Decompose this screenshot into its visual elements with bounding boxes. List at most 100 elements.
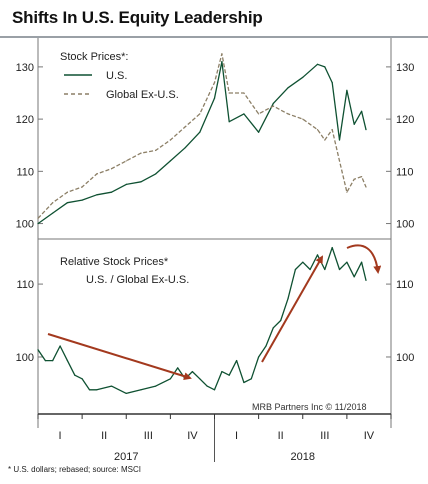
data-point (52, 202, 54, 204)
title-rule (0, 36, 428, 38)
data-point (324, 268, 326, 271)
data-point (125, 160, 127, 162)
data-point (228, 92, 230, 94)
data-point (140, 181, 142, 183)
data-point (258, 131, 260, 133)
relative-price-line (37, 246, 367, 395)
data-point (361, 176, 363, 178)
y-tick-label-left: 110 (16, 166, 34, 178)
data-point (184, 147, 186, 149)
data-point (37, 217, 39, 219)
data-point (110, 191, 113, 193)
data-point (272, 102, 274, 104)
data-point (338, 160, 341, 162)
top-panel-labels: Stock Prices*: U.S. Global Ex-U.S. (60, 51, 179, 101)
data-point (346, 261, 348, 263)
y-tick-label-right: 120 (396, 114, 414, 126)
data-point (221, 371, 223, 373)
data-point (155, 149, 157, 151)
x-year-label: 2018 (291, 451, 315, 462)
data-point (52, 360, 54, 362)
data-point (213, 389, 216, 391)
data-point (353, 178, 355, 180)
x-year-label: 2017 (114, 451, 138, 462)
data-point (177, 367, 179, 369)
data-point (272, 105, 274, 107)
data-point (52, 212, 54, 214)
data-point (302, 76, 304, 78)
x-quarter-label: III (320, 430, 329, 442)
data-point (37, 349, 39, 351)
data-point (199, 378, 201, 380)
data-point (228, 374, 230, 376)
data-point (155, 385, 157, 387)
top-panel-label: Stock Prices*: (60, 51, 128, 63)
y-tick-label-right: 110 (396, 166, 414, 178)
data-point (272, 327, 274, 329)
downtrend-arrow (47, 333, 192, 381)
data-point (81, 378, 83, 380)
bottom-panel-label: Relative Stock Prices* (60, 256, 169, 268)
data-point (81, 186, 83, 188)
chart: Stock Prices*: U.S. Global Ex-U.S. Relat… (16, 38, 414, 462)
data-point (169, 160, 171, 162)
data-point (280, 319, 282, 322)
data-point (316, 63, 319, 65)
y-tick-label-left: 110 (16, 279, 34, 291)
data-point (338, 139, 341, 141)
data-point (206, 385, 208, 387)
chart-title: Shifts In U.S. Equity Leadership (12, 8, 263, 27)
data-point (221, 61, 223, 63)
data-point (243, 381, 245, 384)
data-point (66, 360, 68, 362)
data-point (221, 53, 223, 55)
data-point (169, 139, 171, 141)
data-point (184, 126, 186, 128)
data-point (316, 129, 319, 131)
data-point (199, 113, 201, 115)
data-point (213, 97, 216, 99)
footnote: * U.S. dollars; rebased; source: MSCI (8, 465, 141, 474)
data-point (294, 268, 296, 271)
data-point (258, 356, 260, 358)
data-point (236, 360, 238, 362)
global-price-line (37, 53, 367, 219)
legend-global-label: Global Ex-U.S. (106, 89, 179, 101)
x-quarter-label: IV (187, 430, 198, 442)
data-point (331, 247, 333, 249)
data-point (199, 131, 201, 133)
data-point (346, 89, 348, 91)
x-quarter-label: IV (364, 430, 375, 442)
data-point (309, 268, 311, 271)
data-point (365, 279, 367, 281)
data-point (96, 389, 98, 391)
data-point (88, 389, 91, 391)
y-tick-label-left: 120 (16, 114, 34, 126)
data-point (66, 191, 68, 193)
data-point (96, 194, 98, 196)
data-point (353, 276, 355, 278)
data-point (243, 113, 245, 115)
data-point (287, 113, 289, 115)
data-point (96, 173, 98, 175)
data-point (125, 183, 127, 185)
data-point (44, 360, 47, 362)
data-point (191, 371, 193, 373)
data-point (125, 392, 127, 394)
data-point (59, 345, 61, 347)
data-point (324, 139, 326, 141)
us-price-line (37, 61, 367, 225)
data-point (74, 374, 76, 376)
bottom-panel-labels: Relative Stock Prices* U.S. / Global Ex-… (60, 256, 189, 286)
data-point (66, 202, 68, 204)
data-point (155, 173, 157, 175)
data-point (316, 254, 319, 256)
data-point (361, 261, 363, 263)
bottom-panel-sublabel: U.S. / Global Ex-U.S. (86, 274, 189, 286)
data-point (258, 113, 260, 115)
data-point (302, 118, 304, 120)
data-point (287, 298, 289, 300)
uptrend-arrow (261, 255, 323, 363)
data-point (346, 191, 348, 193)
data-point (265, 345, 267, 347)
